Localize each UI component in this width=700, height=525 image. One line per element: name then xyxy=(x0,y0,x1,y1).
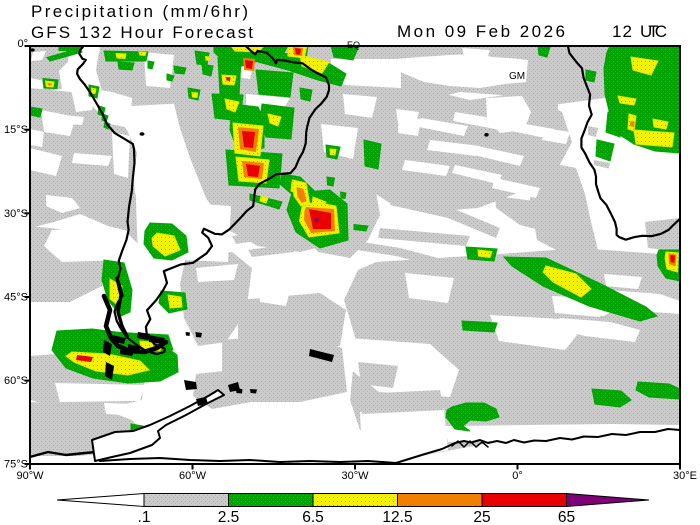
svg-text:GM: GM xyxy=(509,71,525,82)
svg-text:12.5: 12.5 xyxy=(382,509,412,525)
svg-text:60°S: 60°S xyxy=(4,375,28,387)
svg-text:Mon 09 Feb 2026: Mon 09 Feb 2026 xyxy=(397,22,565,41)
svg-text:60°W: 60°W xyxy=(179,470,207,482)
svg-text:65: 65 xyxy=(558,509,575,525)
svg-text:90°W: 90°W xyxy=(16,470,44,482)
svg-text:EQ: EQ xyxy=(347,40,360,50)
svg-text:UTC: UTC xyxy=(640,22,667,41)
svg-text:2.5: 2.5 xyxy=(218,509,240,525)
svg-text:30°E: 30°E xyxy=(673,470,697,482)
svg-text:.1: .1 xyxy=(138,509,151,525)
svg-text:45°S: 45°S xyxy=(4,292,28,304)
svg-text:0°: 0° xyxy=(17,38,28,50)
svg-text:75°S: 75°S xyxy=(4,459,28,471)
svg-text:Precipitation (mm/6hr): Precipitation (mm/6hr) xyxy=(31,2,248,21)
svg-text:30°W: 30°W xyxy=(341,470,369,482)
svg-text:0°: 0° xyxy=(512,470,523,482)
svg-text:6.5: 6.5 xyxy=(302,509,324,525)
svg-text:12: 12 xyxy=(612,22,632,41)
svg-text:25: 25 xyxy=(473,509,490,525)
svg-text:GFS 132 Hour Forecast: GFS 132 Hour Forecast xyxy=(31,23,253,42)
svg-text:30°S: 30°S xyxy=(4,208,28,220)
svg-text:15°S: 15°S xyxy=(4,124,28,136)
